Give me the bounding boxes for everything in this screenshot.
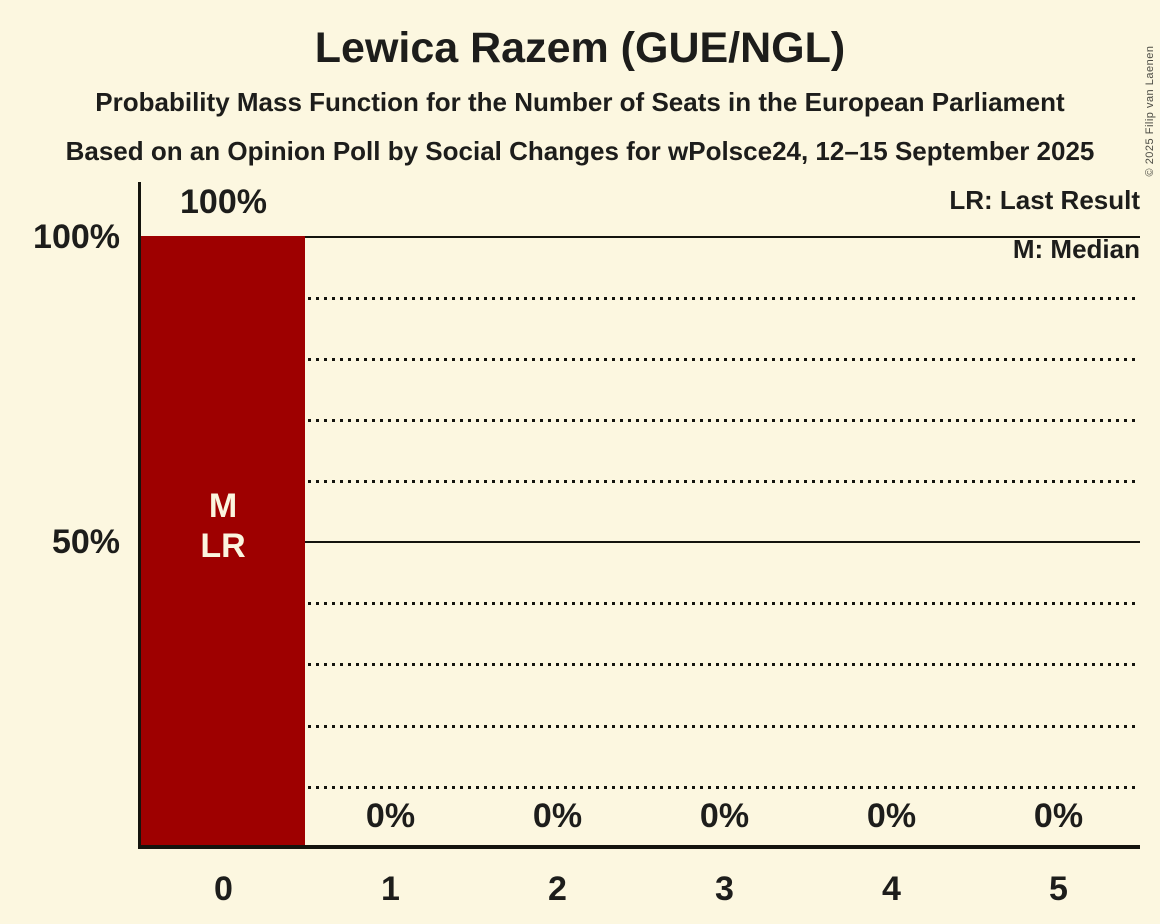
gridline-40 xyxy=(140,602,1140,605)
x-tick-4: 4 xyxy=(882,870,901,908)
copyright-notice: © 2025 Filip van Laenen xyxy=(1144,45,1156,177)
gridline-30 xyxy=(140,663,1140,666)
gridline-100 xyxy=(140,236,1140,238)
x-axis-line xyxy=(138,845,1140,849)
gridline-60 xyxy=(140,480,1140,483)
bar-value-label-1: 0% xyxy=(365,797,416,835)
bar-0-median-lastresult-markers: M LR xyxy=(141,486,305,566)
chart-subtitle: Probability Mass Function for the Number… xyxy=(95,87,1065,117)
bar-value-label-3: 0% xyxy=(699,797,750,835)
median-marker: M xyxy=(208,487,238,525)
bar-value-label-4: 0% xyxy=(866,797,917,835)
bar-value-label-0: 100% xyxy=(180,183,267,221)
gridline-20 xyxy=(140,725,1140,728)
x-tick-3: 3 xyxy=(715,870,734,908)
x-tick-1: 1 xyxy=(381,870,400,908)
x-tick-5: 5 xyxy=(1049,870,1068,908)
x-tick-2: 2 xyxy=(548,870,567,908)
gridline-50 xyxy=(140,541,1140,543)
chart-source-line: Based on an Opinion Poll by Social Chang… xyxy=(65,136,1095,166)
y-axis-label-50: 50% xyxy=(51,523,120,561)
y-axis-line xyxy=(138,182,141,849)
gridline-10 xyxy=(140,786,1140,789)
y-axis-label-100: 100% xyxy=(33,218,120,256)
legend-last-result: LR: Last Result xyxy=(949,185,1140,215)
legend-median: M: Median xyxy=(1012,234,1140,264)
bar-value-label-2: 0% xyxy=(532,797,583,835)
x-tick-0: 0 xyxy=(214,870,233,908)
gridline-80 xyxy=(140,358,1140,361)
bar-value-label-5: 0% xyxy=(1033,797,1084,835)
last-result-marker: LR xyxy=(200,527,246,565)
gridline-70 xyxy=(140,419,1140,422)
gridline-90 xyxy=(140,297,1140,300)
chart-title: Lewica Razem (GUE/NGL) xyxy=(314,24,846,72)
bar-seats-0 xyxy=(141,236,305,845)
